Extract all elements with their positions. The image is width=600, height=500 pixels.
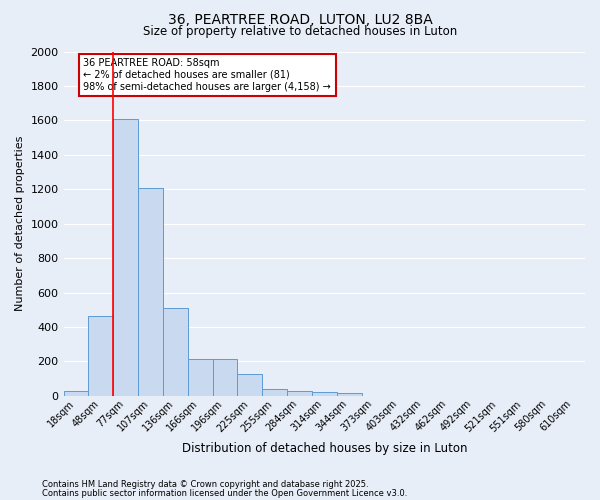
- Bar: [163, 308, 188, 396]
- Bar: [287, 390, 312, 396]
- Y-axis label: Number of detached properties: Number of detached properties: [15, 136, 25, 312]
- Bar: [238, 374, 262, 396]
- Text: Contains public sector information licensed under the Open Government Licence v3: Contains public sector information licen…: [42, 488, 407, 498]
- Bar: [138, 188, 163, 396]
- Bar: [262, 389, 287, 396]
- Bar: [64, 390, 88, 396]
- Bar: [337, 394, 362, 396]
- Text: Contains HM Land Registry data © Crown copyright and database right 2025.: Contains HM Land Registry data © Crown c…: [42, 480, 368, 489]
- Text: Size of property relative to detached houses in Luton: Size of property relative to detached ho…: [143, 25, 457, 38]
- X-axis label: Distribution of detached houses by size in Luton: Distribution of detached houses by size …: [182, 442, 467, 455]
- Bar: [212, 359, 238, 396]
- Bar: [312, 392, 337, 396]
- Bar: [113, 118, 138, 396]
- Text: 36 PEARTREE ROAD: 58sqm
← 2% of detached houses are smaller (81)
98% of semi-det: 36 PEARTREE ROAD: 58sqm ← 2% of detached…: [83, 58, 331, 92]
- Bar: [88, 316, 113, 396]
- Text: 36, PEARTREE ROAD, LUTON, LU2 8BA: 36, PEARTREE ROAD, LUTON, LU2 8BA: [167, 12, 433, 26]
- Bar: [188, 359, 212, 396]
